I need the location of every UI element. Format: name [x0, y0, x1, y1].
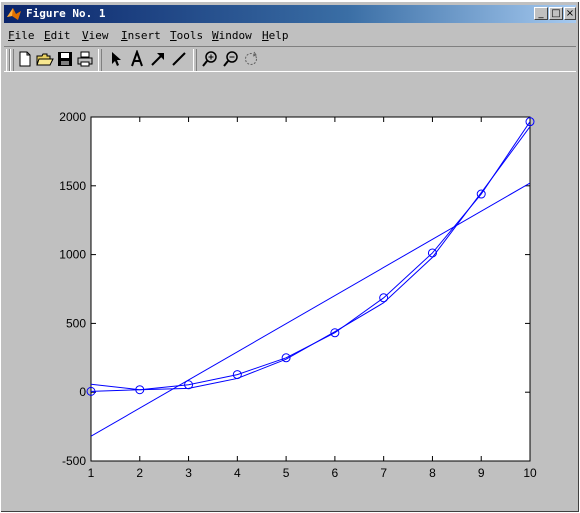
menu-help-key: H — [262, 29, 269, 42]
title-bar[interactable]: Figure No. 1 _ □ × — [4, 5, 576, 23]
menu-insert-key: I — [121, 29, 128, 42]
save-icon[interactable] — [56, 50, 74, 68]
data-point-marker — [86, 386, 96, 396]
menu-help-label: elp — [268, 29, 289, 42]
data-point-marker — [476, 189, 486, 199]
insert-arrow-icon[interactable] — [149, 50, 167, 68]
insert-text-icon[interactable] — [128, 49, 146, 68]
print-icon[interactable] — [76, 50, 94, 68]
insert-line-icon[interactable] — [170, 50, 188, 68]
figure-canvas: 1 2 3 4 5 6 7 8 9 10 -500 0 500 1000 1500 2000 — [6, 76, 574, 508]
y-tick-label: 500 — [66, 316, 86, 330]
series-line-3 — [91, 182, 530, 437]
toolbar-separator — [98, 49, 102, 71]
menu-file[interactable]: File — [8, 29, 35, 42]
x-tick-label: 1 — [88, 466, 95, 480]
y-tick-label: 1500 — [59, 179, 86, 193]
y-tick-label: 1000 — [59, 248, 86, 262]
menu-tools-label: ools — [176, 29, 204, 42]
menu-file-label: ile — [14, 29, 35, 42]
rotate-icon[interactable] — [242, 50, 260, 68]
window-title: Figure No. 1 — [26, 7, 106, 20]
zoom-in-icon[interactable] — [201, 50, 219, 68]
menu-tools[interactable]: Tools — [170, 29, 203, 42]
close-button[interactable]: × — [564, 7, 576, 20]
y-tick-label: 0 — [79, 385, 86, 399]
x-tick-label: 6 — [332, 466, 339, 480]
x-tick-label: 2 — [136, 466, 143, 480]
menu-edit-label: dit — [50, 29, 71, 42]
matlab-logo-icon — [7, 8, 21, 20]
plot-svg: 1 2 3 4 5 6 7 8 9 10 -500 0 500 1000 1500 2000 — [59, 110, 537, 480]
menu-file-key: F — [8, 29, 15, 42]
open-folder-icon[interactable] — [36, 50, 54, 68]
toolbar-grip — [10, 49, 14, 71]
arrow-pointer-icon[interactable] — [106, 50, 124, 68]
menu-insert-label: nsert — [127, 29, 161, 42]
minimize-button[interactable]: _ — [534, 7, 548, 20]
x-tick-label: 9 — [478, 466, 485, 480]
menu-view-label: iew — [88, 29, 109, 42]
menu-view-key: V — [82, 29, 89, 42]
x-tick-label: 7 — [380, 466, 387, 480]
data-point-marker — [330, 328, 340, 338]
x-tick-label: 8 — [429, 466, 436, 480]
maximize-button[interactable]: □ — [549, 7, 563, 20]
toolbar-separator — [193, 49, 197, 71]
menu-window-key: W — [212, 29, 219, 42]
menu-tools-key: T — [170, 29, 177, 42]
menu-window-label: indow — [218, 29, 252, 42]
menu-edit[interactable]: Edit — [44, 29, 71, 42]
axes-box — [90, 116, 531, 462]
x-tick-label: 3 — [185, 466, 192, 480]
menu-bar: File Edit View Insert Tools Window Help — [4, 26, 576, 44]
x-tick-label: 10 — [523, 466, 537, 480]
menu-help[interactable]: Help — [262, 29, 289, 42]
data-point-marker — [379, 293, 389, 303]
new-file-icon[interactable] — [16, 50, 34, 68]
x-tick-label: 5 — [283, 466, 290, 480]
menu-view[interactable]: View — [82, 29, 109, 42]
y-tick-label: -500 — [62, 454, 86, 468]
data-point-marker — [281, 353, 291, 363]
data-point-marker — [525, 117, 535, 127]
y-tick-label: 2000 — [59, 110, 86, 124]
zoom-out-icon[interactable] — [222, 50, 240, 68]
menu-insert[interactable]: Insert — [121, 29, 161, 42]
toolbar-grip — [6, 49, 10, 71]
menu-edit-key: E — [44, 29, 51, 42]
menu-window[interactable]: Window — [212, 29, 252, 42]
x-tick-label: 4 — [234, 466, 241, 480]
toolbar — [4, 46, 576, 72]
